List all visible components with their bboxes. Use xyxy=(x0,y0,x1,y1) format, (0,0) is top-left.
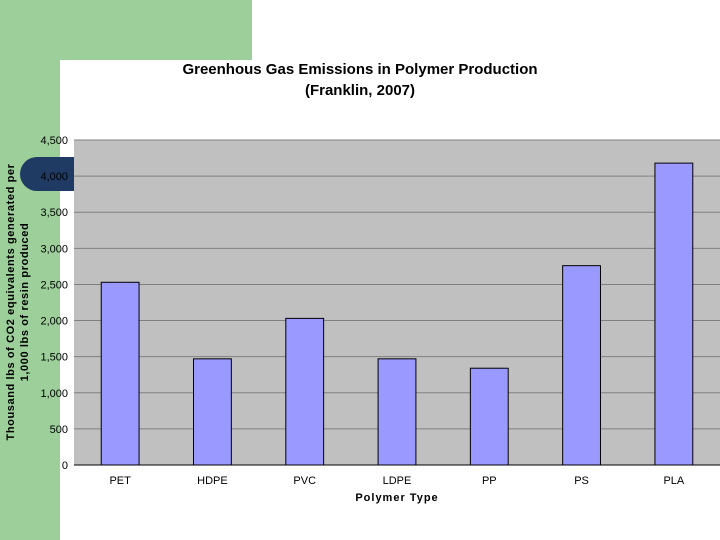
y-tick-label: 3,000 xyxy=(40,243,68,255)
y-tick-label: 1,500 xyxy=(40,352,68,364)
slide-tab-decoration xyxy=(20,157,76,191)
x-tick-label-pp: PP xyxy=(482,475,497,487)
y-tick-labels: 0 500 1,000 1,500 2,000 2,500 3,000 3,500 4,000 4… xyxy=(40,135,68,472)
x-tick-label-pet: PET xyxy=(109,475,131,487)
y-tick-label: 2,000 xyxy=(40,316,68,328)
bar-pet xyxy=(100,281,140,466)
x-tick-label-ldpe: LDPE xyxy=(383,475,412,487)
x-tick-labels: PET HDPE PVC LDPE PP PS PLA xyxy=(109,475,684,487)
bar-hdpe xyxy=(193,358,232,466)
background-strip-left xyxy=(0,0,60,540)
y-tick-label: 1,000 xyxy=(40,388,68,400)
bar-pvc xyxy=(285,317,325,466)
y-tick-label: 2,500 xyxy=(40,279,68,291)
x-tick-label-pvc: PVC xyxy=(293,475,316,487)
gridlines xyxy=(74,139,720,430)
y-tick-label: 500 xyxy=(50,424,68,436)
x-tick-label-ps: PS xyxy=(574,475,589,487)
bar-pp xyxy=(469,367,509,466)
x-tick-label-hdpe: HDPE xyxy=(197,475,228,487)
x-axis-label: Polymer Type xyxy=(355,492,439,504)
y-tick-label: 4,500 xyxy=(40,135,68,147)
y-tick-label: 0 xyxy=(62,460,68,472)
chart-title: Greenhous Gas Emissions in Polymer Produ… xyxy=(182,61,538,78)
bar-pla xyxy=(654,162,694,466)
x-tick-label-pla: PLA xyxy=(663,475,684,487)
y-tick-label: 3,500 xyxy=(40,207,68,219)
y-tick-label: 4,000 xyxy=(40,171,68,183)
bar-ps xyxy=(562,265,601,466)
background-strip-top xyxy=(0,0,252,60)
bar-ldpe xyxy=(377,358,417,466)
chart-subtitle: (Franklin, 2007) xyxy=(304,82,416,99)
bars xyxy=(100,162,694,466)
